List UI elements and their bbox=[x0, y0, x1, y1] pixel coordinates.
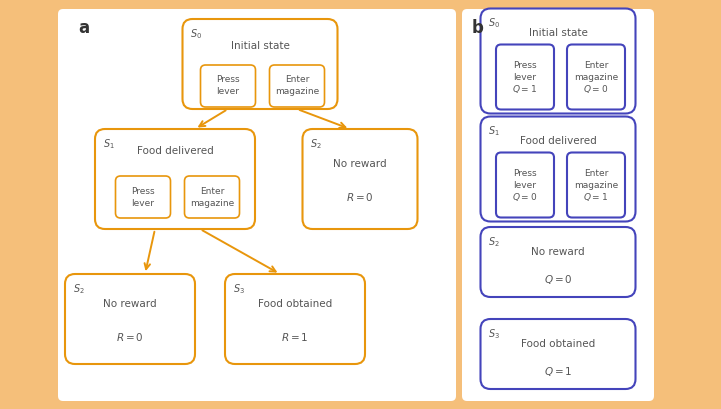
Text: No reward: No reward bbox=[531, 247, 585, 257]
FancyBboxPatch shape bbox=[496, 45, 554, 110]
FancyBboxPatch shape bbox=[270, 65, 324, 107]
FancyBboxPatch shape bbox=[182, 19, 337, 109]
FancyBboxPatch shape bbox=[480, 319, 635, 389]
FancyBboxPatch shape bbox=[303, 129, 417, 229]
Text: $R = 1$: $R = 1$ bbox=[281, 331, 309, 343]
Text: $Q = 0$: $Q = 0$ bbox=[513, 191, 538, 203]
FancyBboxPatch shape bbox=[567, 45, 625, 110]
Text: $S_3$: $S_3$ bbox=[233, 282, 245, 296]
Text: $S_1$: $S_1$ bbox=[489, 124, 500, 138]
FancyBboxPatch shape bbox=[95, 129, 255, 229]
Text: $S_2$: $S_2$ bbox=[489, 235, 500, 249]
FancyBboxPatch shape bbox=[185, 176, 239, 218]
Text: a: a bbox=[78, 19, 89, 37]
Text: Press: Press bbox=[131, 187, 155, 196]
Text: b: b bbox=[472, 19, 484, 37]
Text: Enter: Enter bbox=[584, 61, 609, 70]
Text: Press: Press bbox=[513, 169, 537, 178]
Text: $R = 0$: $R = 0$ bbox=[346, 191, 374, 203]
Text: lever: lever bbox=[216, 88, 239, 97]
FancyBboxPatch shape bbox=[480, 227, 635, 297]
FancyBboxPatch shape bbox=[462, 9, 654, 401]
FancyBboxPatch shape bbox=[496, 153, 554, 218]
Text: lever: lever bbox=[513, 180, 536, 189]
Text: $R = 0$: $R = 0$ bbox=[116, 331, 144, 343]
Text: Food delivered: Food delivered bbox=[136, 146, 213, 156]
FancyBboxPatch shape bbox=[480, 117, 635, 222]
Text: Press: Press bbox=[513, 61, 537, 70]
Text: Food delivered: Food delivered bbox=[520, 136, 596, 146]
FancyBboxPatch shape bbox=[225, 274, 365, 364]
Text: $S_1$: $S_1$ bbox=[103, 137, 115, 151]
Text: Enter: Enter bbox=[200, 187, 224, 196]
FancyBboxPatch shape bbox=[200, 65, 255, 107]
Text: Initial state: Initial state bbox=[231, 41, 289, 51]
Text: No reward: No reward bbox=[333, 159, 386, 169]
Text: $Q = 1$: $Q = 1$ bbox=[513, 83, 538, 95]
Text: $S_0$: $S_0$ bbox=[190, 27, 203, 41]
Text: $Q = 0$: $Q = 0$ bbox=[544, 274, 572, 286]
Text: $S_3$: $S_3$ bbox=[489, 327, 500, 341]
FancyBboxPatch shape bbox=[480, 9, 635, 114]
Text: magazine: magazine bbox=[190, 198, 234, 207]
Text: Enter: Enter bbox=[584, 169, 609, 178]
Text: $Q = 1$: $Q = 1$ bbox=[583, 191, 609, 203]
Text: magazine: magazine bbox=[275, 88, 319, 97]
Text: magazine: magazine bbox=[574, 180, 618, 189]
Text: Food obtained: Food obtained bbox=[258, 299, 332, 309]
Text: $S_2$: $S_2$ bbox=[73, 282, 85, 296]
Text: No reward: No reward bbox=[103, 299, 156, 309]
Text: $S_0$: $S_0$ bbox=[489, 16, 500, 30]
Text: $Q = 1$: $Q = 1$ bbox=[544, 366, 572, 378]
Text: $Q = 0$: $Q = 0$ bbox=[583, 83, 609, 95]
Text: magazine: magazine bbox=[574, 72, 618, 81]
Text: Initial state: Initial state bbox=[528, 28, 588, 38]
Text: lever: lever bbox=[131, 198, 154, 207]
FancyBboxPatch shape bbox=[58, 9, 456, 401]
Text: Food obtained: Food obtained bbox=[521, 339, 595, 349]
Text: $S_2$: $S_2$ bbox=[311, 137, 322, 151]
FancyBboxPatch shape bbox=[567, 153, 625, 218]
Text: lever: lever bbox=[513, 72, 536, 81]
FancyBboxPatch shape bbox=[65, 274, 195, 364]
FancyBboxPatch shape bbox=[115, 176, 170, 218]
Text: Enter: Enter bbox=[285, 76, 309, 85]
Text: Press: Press bbox=[216, 76, 240, 85]
